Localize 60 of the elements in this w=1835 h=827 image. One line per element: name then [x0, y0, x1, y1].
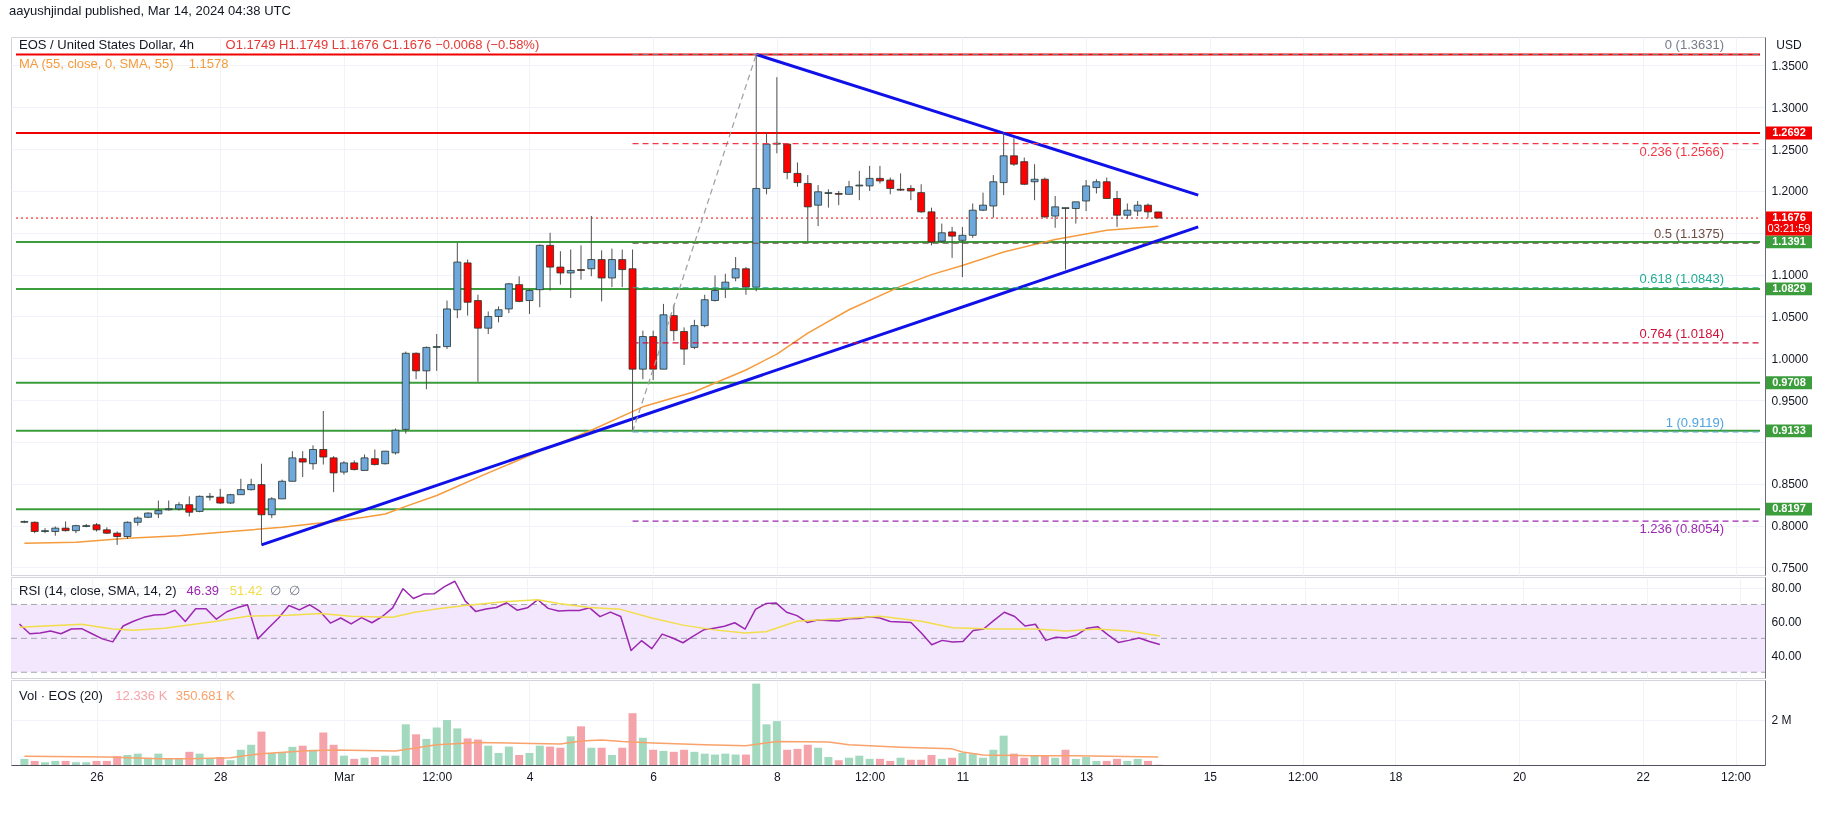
ref-line-label: 1.1391: [1772, 234, 1806, 247]
y-tick-label: 1.0500: [1771, 309, 1809, 324]
y-tick-label: 0.8000: [1771, 519, 1809, 534]
y-tick-label: 1.2000: [1771, 184, 1809, 199]
annotation: 46.39: [186, 583, 220, 598]
x-tick-label: 11: [956, 769, 970, 784]
series-label: 0 (1.3631): [1664, 37, 1724, 53]
y-tick-label: 2 M: [1771, 713, 1792, 728]
y-tick-label: 80.00: [1771, 581, 1802, 596]
series-label: 0.764 (1.0184): [1639, 325, 1724, 341]
y-axis-title: USD: [1776, 38, 1802, 52]
ref-line-label: 0.9708: [1772, 375, 1806, 388]
annotation: 1.1578: [188, 56, 229, 71]
annotation: 350.681 K: [175, 688, 236, 703]
chart-title: RSI (14, close, SMA, 14, 2): [19, 583, 177, 598]
text: MA (55, close, 0, SMA, 55): [19, 56, 174, 71]
x-tick-label: 4: [526, 769, 534, 784]
y-tick-label: 60.00: [1771, 614, 1802, 629]
annotation: 12.336 K: [115, 688, 168, 703]
y-tick-label: 1.2500: [1771, 142, 1809, 157]
y-tick-label: 1.1000: [1771, 268, 1809, 283]
y-tick-label: 1.3500: [1771, 58, 1809, 73]
ref-line-label: 1.1676: [1772, 211, 1806, 224]
annotation: ∅: [288, 583, 300, 598]
ref-line-label: 1.2692: [1772, 126, 1806, 139]
x-tick-label: 12:00: [1288, 769, 1319, 784]
y-tick-label: 0.7500: [1771, 560, 1809, 575]
x-tick-label: 12:00: [1721, 769, 1752, 784]
x-tick-label: 12:00: [422, 769, 453, 784]
series-label: 1.236 (0.8054): [1639, 521, 1724, 537]
x-tick-label: 26: [90, 769, 105, 784]
x-tick-label: 20: [1512, 769, 1527, 784]
y-tick-label: 0.8500: [1771, 477, 1809, 492]
series-label: 0.5 (1.1375): [1653, 226, 1724, 242]
series-label: 0.618 (1.0843): [1639, 270, 1724, 286]
text: aayushjindal published, Mar 14, 2024 04:38 UTC: [9, 3, 291, 18]
chart-title: EOS / United States Dollar, 4h: [19, 37, 194, 52]
x-tick-label: 28: [214, 769, 228, 784]
ref-line-label: 0.8197: [1772, 502, 1806, 515]
series-label: 1 (0.9119): [1665, 415, 1724, 431]
text: 03:21:59: [1767, 222, 1811, 235]
x-tick-label: 8: [774, 769, 782, 784]
x-tick-label: 18: [1389, 769, 1403, 784]
series-label: 0.236 (1.2566): [1639, 143, 1724, 159]
y-tick-label: 1.3000: [1771, 100, 1809, 115]
text: Vol · EOS (20): [19, 688, 103, 703]
chart-subtitle: O1.1749 H1.1749 L1.1676 C1.1676 −0.0068 (−0.58%): [225, 37, 540, 52]
y-tick-label: 1.0000: [1771, 351, 1809, 366]
x-tick-label: 6: [650, 769, 658, 784]
x-tick-label: 13: [1079, 769, 1094, 784]
y-tick-label: 0.9500: [1771, 393, 1809, 408]
ref-line-label: 1.0829: [1772, 281, 1806, 294]
annotation: ∅: [270, 583, 281, 598]
x-tick-label: Mar: [334, 769, 355, 784]
ref-line-label: 0.9133: [1772, 423, 1806, 436]
y-tick-label: 40.00: [1771, 648, 1802, 663]
x-tick-label: 15: [1203, 769, 1218, 784]
x-tick-label: 12:00: [855, 769, 886, 784]
x-tick-label: 22: [1636, 769, 1651, 784]
annotation: 51.42: [229, 583, 263, 598]
